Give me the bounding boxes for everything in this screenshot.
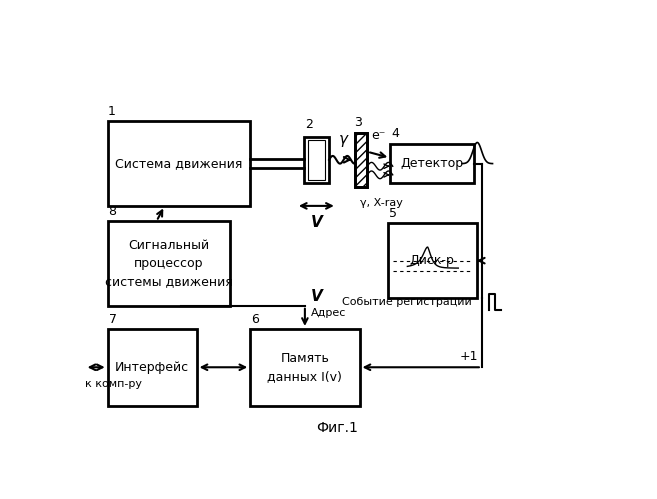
Text: Фиг.1: Фиг.1 xyxy=(316,421,357,435)
Text: V: V xyxy=(311,216,322,231)
Text: данных I(v): данных I(v) xyxy=(267,370,342,383)
Text: 3: 3 xyxy=(355,116,363,129)
Text: 8: 8 xyxy=(108,205,116,218)
Text: к комп-ру: к комп-ру xyxy=(85,379,142,389)
Text: Интерфейс: Интерфейс xyxy=(115,361,189,374)
Text: Событие регистрации: Событие регистрации xyxy=(342,297,472,307)
Bar xyxy=(108,329,196,406)
Text: Сигнальный: Сигнальный xyxy=(128,239,209,251)
Text: Адрес: Адрес xyxy=(311,308,346,318)
Text: Диск-р: Диск-р xyxy=(410,254,455,267)
Bar xyxy=(304,137,329,183)
Bar xyxy=(388,223,477,298)
Text: 5: 5 xyxy=(389,207,397,220)
Text: процессор: процессор xyxy=(134,257,204,270)
Text: γ, X-ray: γ, X-ray xyxy=(359,198,403,208)
Bar xyxy=(250,329,359,406)
Bar xyxy=(355,133,367,187)
Text: 2: 2 xyxy=(305,118,313,131)
Text: Детектор: Детектор xyxy=(401,157,464,170)
Bar xyxy=(108,221,230,306)
Text: Память: Память xyxy=(281,351,329,365)
Text: 7: 7 xyxy=(108,313,116,326)
Text: Система движения: Система движения xyxy=(115,157,242,170)
Bar xyxy=(355,133,367,187)
Text: +1: +1 xyxy=(460,350,478,363)
Text: γ: γ xyxy=(338,132,348,148)
Bar xyxy=(390,144,474,183)
Bar xyxy=(108,121,250,206)
Text: e⁻: e⁻ xyxy=(371,129,386,142)
Bar xyxy=(307,140,325,180)
Text: системы движения: системы движения xyxy=(105,275,233,288)
Text: 1: 1 xyxy=(108,104,116,118)
Text: 4: 4 xyxy=(391,127,399,140)
Text: V: V xyxy=(311,289,323,304)
Text: 6: 6 xyxy=(251,313,259,326)
